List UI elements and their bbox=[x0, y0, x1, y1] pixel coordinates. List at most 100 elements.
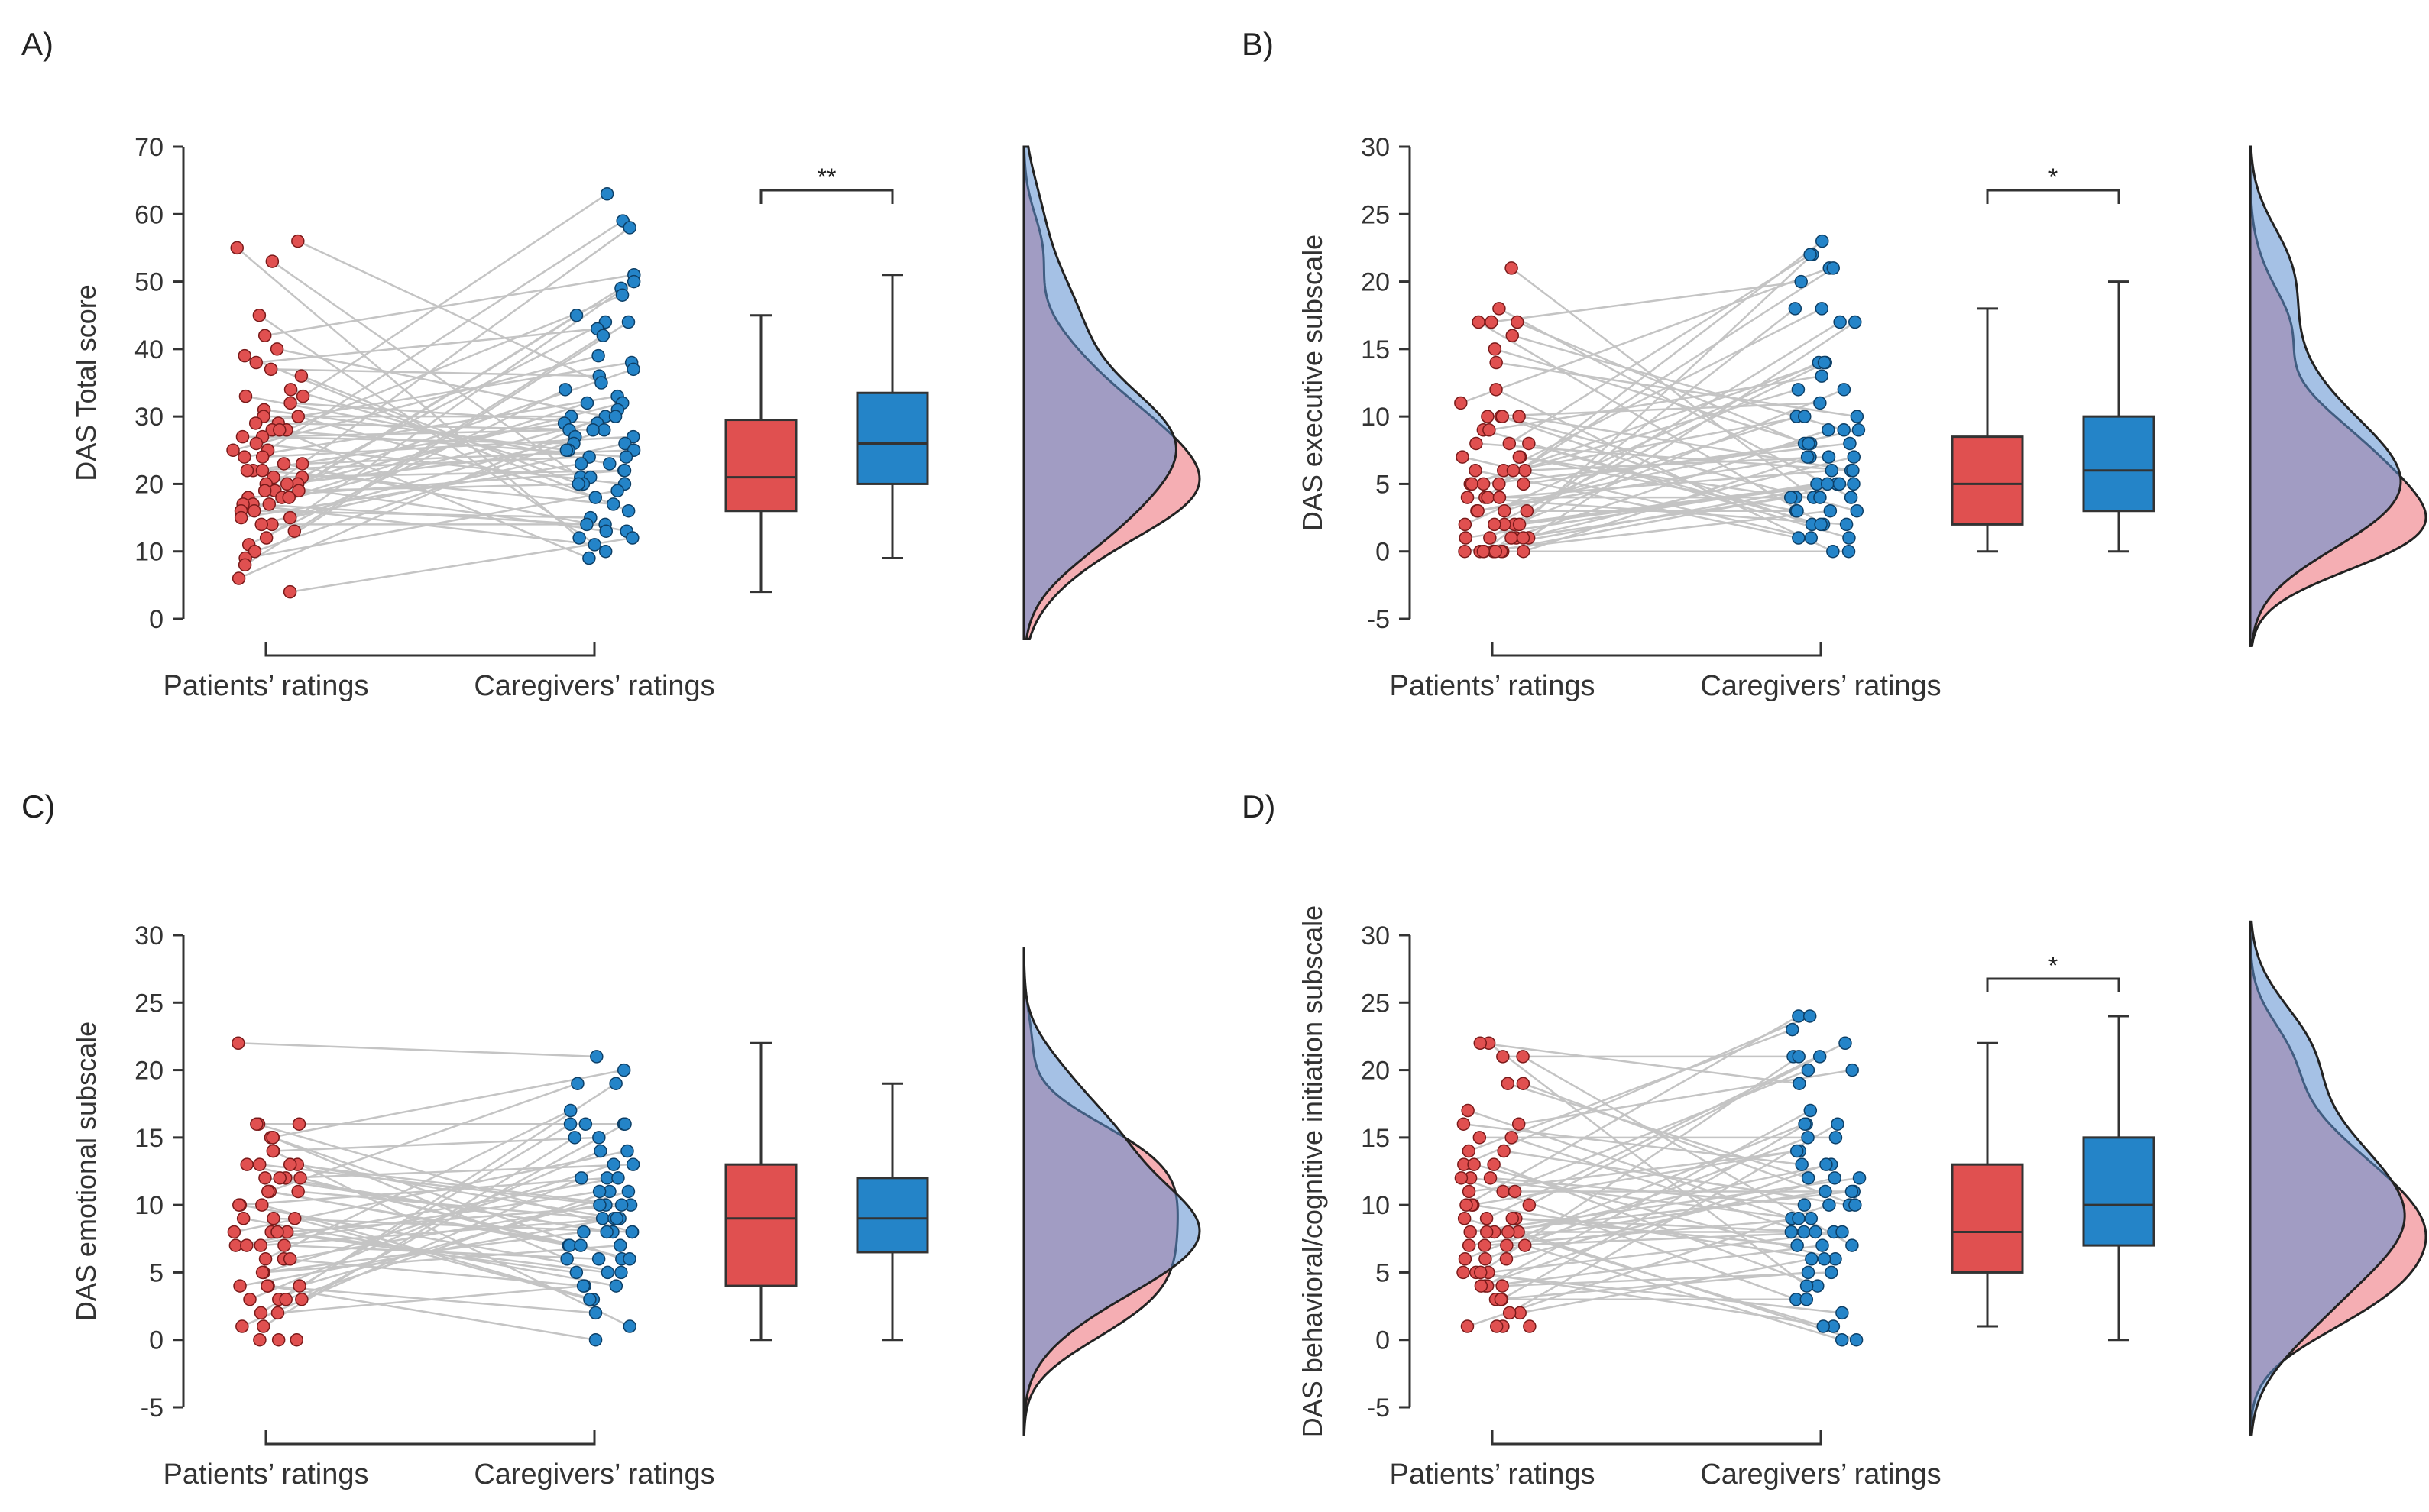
pair-line bbox=[244, 395, 618, 458]
pair-line bbox=[1508, 254, 1811, 445]
patient-point bbox=[261, 1279, 274, 1293]
panel-label: B) bbox=[1242, 26, 1274, 62]
panel-label: C) bbox=[21, 788, 55, 824]
y-tick-label: 20 bbox=[1361, 1057, 1390, 1086]
pair-line bbox=[1483, 442, 1851, 485]
patient-point bbox=[292, 484, 306, 498]
patient-point bbox=[1517, 544, 1530, 559]
pair-line bbox=[264, 1109, 572, 1260]
patient-point bbox=[240, 464, 254, 478]
patient-point bbox=[1469, 464, 1482, 478]
caregiver-point bbox=[1842, 531, 1856, 545]
patient-point bbox=[235, 1319, 249, 1333]
caregiver-point bbox=[1791, 383, 1806, 397]
patient-point bbox=[235, 429, 250, 444]
caregiver-point bbox=[1835, 1306, 1849, 1320]
pair-line bbox=[1498, 267, 1834, 485]
panel-label: D) bbox=[1242, 788, 1275, 824]
pair-line bbox=[293, 335, 604, 533]
caregiver-point bbox=[1790, 503, 1804, 518]
box-caregivers bbox=[856, 274, 929, 560]
patient-point bbox=[293, 1171, 307, 1185]
pair-line bbox=[1469, 1150, 1800, 1193]
pair-line bbox=[290, 536, 633, 593]
patient-point bbox=[273, 423, 287, 437]
pair-line bbox=[1494, 361, 1826, 526]
patient-point bbox=[250, 1117, 264, 1131]
caregiver-point bbox=[1797, 1225, 1811, 1239]
caregiver-point bbox=[1789, 1144, 1804, 1158]
caregiver-point bbox=[600, 1225, 614, 1239]
patient-point bbox=[254, 1238, 267, 1252]
patient-point bbox=[232, 571, 246, 585]
patient-point bbox=[1505, 1212, 1520, 1225]
pair-line bbox=[277, 1284, 585, 1314]
pair-line bbox=[285, 1190, 610, 1300]
y-tick-label: 0 bbox=[149, 1326, 164, 1355]
pair-line bbox=[1495, 1271, 1809, 1300]
caregiver-point bbox=[572, 531, 586, 545]
pair-line bbox=[283, 1244, 599, 1261]
patient-point bbox=[253, 1157, 267, 1171]
caregiver-point bbox=[1786, 1022, 1799, 1037]
pair-line bbox=[285, 1163, 633, 1180]
caregiver-point bbox=[1822, 423, 1835, 437]
caregiver-point bbox=[1833, 315, 1847, 329]
patient-point bbox=[1472, 1131, 1487, 1145]
patient-point bbox=[291, 234, 305, 248]
caregiver-point bbox=[1850, 410, 1864, 423]
caregiver-point bbox=[621, 1184, 636, 1199]
patient-point bbox=[236, 1212, 251, 1225]
caregiver-point bbox=[1822, 1198, 1836, 1212]
pair-line bbox=[232, 355, 599, 452]
patient-point bbox=[1478, 1252, 1492, 1266]
patient-point bbox=[238, 389, 253, 403]
patient-point bbox=[288, 1212, 302, 1225]
caregiver-point bbox=[615, 288, 630, 302]
patient-point bbox=[1504, 261, 1518, 275]
significance-marker: ** bbox=[818, 164, 837, 191]
density-caregivers bbox=[1022, 145, 1177, 640]
patient-point bbox=[1502, 1306, 1517, 1320]
pair-line bbox=[1476, 455, 1808, 512]
pair-line bbox=[1522, 1083, 1856, 1206]
caregiver-point bbox=[1798, 1117, 1812, 1131]
x-category-patients: Patients’ ratings bbox=[164, 670, 369, 702]
pair-line bbox=[1527, 321, 1856, 539]
caregiver-point bbox=[1828, 1171, 1841, 1185]
patient-point bbox=[283, 510, 297, 525]
x-axis bbox=[1491, 1430, 1822, 1446]
patient-point bbox=[1456, 1117, 1471, 1131]
patient-point bbox=[1479, 1212, 1494, 1225]
y-tick-label: 10 bbox=[134, 538, 164, 567]
patient-point bbox=[295, 1292, 309, 1306]
y-tick-label: 30 bbox=[1361, 133, 1390, 162]
caregiver-point bbox=[1819, 1184, 1832, 1199]
patient-point bbox=[1501, 1077, 1515, 1090]
caregiver-point bbox=[1848, 315, 1862, 329]
pair-line bbox=[1485, 1217, 1812, 1247]
caregiver-point bbox=[611, 1171, 625, 1185]
caregiver-point bbox=[1814, 517, 1828, 532]
y-axis-label: DAS emotional subscale bbox=[70, 1021, 102, 1321]
caregiver-point bbox=[1817, 1252, 1831, 1266]
caregiver-point bbox=[623, 1252, 636, 1266]
patient-point bbox=[1500, 1238, 1514, 1252]
caregiver-point bbox=[1835, 1225, 1849, 1239]
caregiver-point bbox=[614, 1265, 628, 1280]
caregiver-point bbox=[1788, 302, 1802, 316]
patient-point bbox=[1479, 1225, 1494, 1239]
pair-line bbox=[1487, 402, 1820, 418]
patient-point bbox=[1496, 1050, 1510, 1064]
y-tick-label: 5 bbox=[1375, 1258, 1390, 1287]
patient-point bbox=[1516, 1050, 1530, 1064]
pair-line bbox=[1467, 1203, 1830, 1328]
x-axis bbox=[1491, 642, 1822, 657]
pair-line bbox=[302, 449, 634, 465]
patient-point bbox=[1511, 315, 1524, 329]
y-tick-label: 15 bbox=[1361, 1124, 1390, 1153]
patient-point bbox=[1504, 1131, 1518, 1145]
patient-point bbox=[279, 1292, 293, 1306]
y-tick-label: 5 bbox=[149, 1258, 164, 1287]
